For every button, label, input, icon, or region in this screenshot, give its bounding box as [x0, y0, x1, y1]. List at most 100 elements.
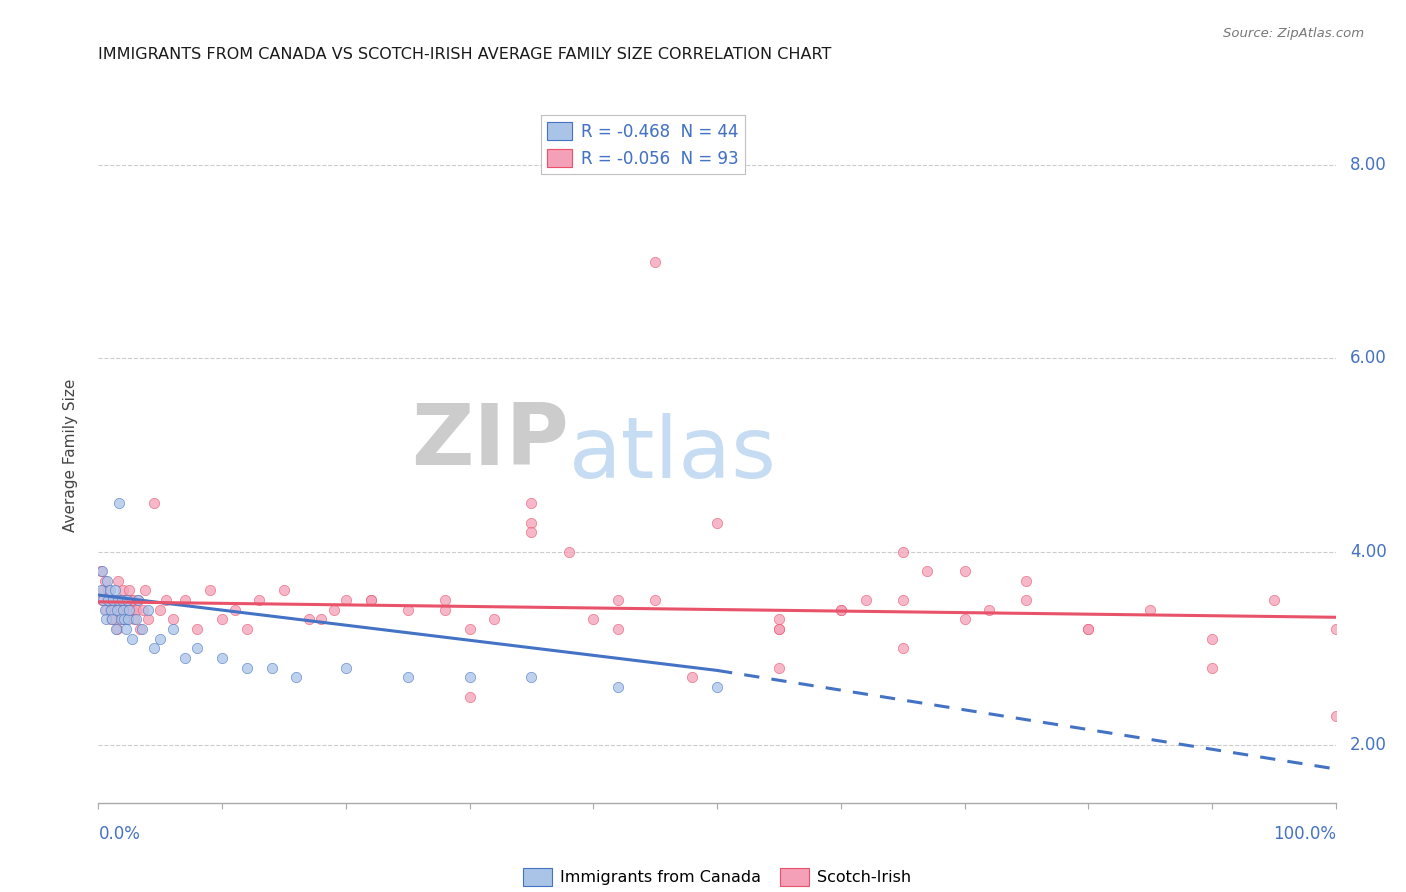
- Point: [335, 660, 357, 674]
- Point: [132, 602, 155, 616]
- Text: atlas: atlas: [568, 413, 776, 497]
- Point: [607, 592, 630, 607]
- Point: [103, 583, 125, 598]
- Point: [107, 574, 129, 588]
- Point: [335, 592, 357, 607]
- Point: [111, 612, 134, 626]
- Point: [607, 622, 630, 636]
- Point: [118, 583, 141, 598]
- Point: [1077, 622, 1099, 636]
- Point: [360, 592, 382, 607]
- Point: [396, 602, 419, 616]
- Point: [607, 680, 630, 694]
- Text: Source: ZipAtlas.com: Source: ZipAtlas.com: [1223, 27, 1364, 40]
- Point: [108, 602, 131, 616]
- Point: [247, 592, 270, 607]
- Point: [104, 622, 127, 636]
- Point: [90, 583, 112, 598]
- Point: [124, 612, 146, 626]
- Point: [91, 564, 114, 578]
- Point: [855, 592, 877, 607]
- Point: [114, 592, 136, 607]
- Point: [105, 602, 128, 616]
- Point: [891, 544, 914, 558]
- Point: [115, 612, 138, 626]
- Point: [110, 592, 132, 607]
- Point: [149, 602, 172, 616]
- Point: [236, 660, 259, 674]
- Point: [1015, 574, 1038, 588]
- Text: 4.00: 4.00: [1350, 542, 1386, 560]
- Point: [1263, 592, 1285, 607]
- Point: [124, 602, 146, 616]
- Point: [127, 592, 149, 607]
- Point: [186, 641, 208, 656]
- Text: IMMIGRANTS FROM CANADA VS SCOTCH-IRISH AVERAGE FAMILY SIZE CORRELATION CHART: IMMIGRANTS FROM CANADA VS SCOTCH-IRISH A…: [98, 47, 832, 62]
- Point: [520, 525, 543, 540]
- Point: [94, 602, 117, 616]
- Point: [309, 612, 332, 626]
- Point: [681, 670, 703, 684]
- Point: [582, 612, 605, 626]
- Point: [97, 592, 120, 607]
- Point: [108, 496, 131, 510]
- Point: [211, 651, 233, 665]
- Point: [174, 651, 197, 665]
- Point: [98, 602, 121, 616]
- Point: [112, 583, 135, 598]
- Point: [93, 592, 115, 607]
- Point: [1324, 622, 1347, 636]
- Point: [458, 690, 481, 704]
- Point: [93, 574, 115, 588]
- Point: [94, 612, 117, 626]
- Point: [115, 592, 138, 607]
- Point: [186, 622, 208, 636]
- Point: [1201, 660, 1223, 674]
- Point: [96, 592, 118, 607]
- Text: 8.00: 8.00: [1350, 156, 1386, 174]
- Point: [768, 622, 790, 636]
- Point: [768, 622, 790, 636]
- Point: [143, 641, 166, 656]
- Point: [118, 602, 141, 616]
- Point: [1077, 622, 1099, 636]
- Point: [120, 592, 142, 607]
- Point: [112, 612, 135, 626]
- Point: [162, 612, 184, 626]
- Text: 2.00: 2.00: [1350, 736, 1386, 754]
- Text: ZIP: ZIP: [411, 400, 568, 483]
- Point: [111, 592, 134, 607]
- Point: [298, 612, 321, 626]
- Point: [97, 583, 120, 598]
- Point: [101, 612, 124, 626]
- Point: [224, 602, 246, 616]
- Point: [112, 602, 135, 616]
- Point: [322, 602, 344, 616]
- Point: [100, 602, 122, 616]
- Point: [90, 564, 112, 578]
- Point: [557, 544, 579, 558]
- Point: [104, 592, 127, 607]
- Point: [236, 622, 259, 636]
- Point: [1324, 708, 1347, 723]
- Point: [127, 592, 149, 607]
- Point: [891, 592, 914, 607]
- Point: [198, 583, 221, 598]
- Text: 6.00: 6.00: [1350, 350, 1386, 368]
- Point: [117, 602, 139, 616]
- Text: 100.0%: 100.0%: [1272, 825, 1336, 843]
- Point: [129, 622, 152, 636]
- Point: [396, 670, 419, 684]
- Point: [979, 602, 1001, 616]
- Point: [103, 592, 125, 607]
- Point: [121, 602, 143, 616]
- Point: [1201, 632, 1223, 646]
- Point: [484, 612, 506, 626]
- Point: [96, 574, 118, 588]
- Point: [458, 622, 481, 636]
- Y-axis label: Average Family Size: Average Family Size: [63, 378, 77, 532]
- Point: [644, 592, 666, 607]
- Point: [121, 632, 143, 646]
- Point: [211, 612, 233, 626]
- Point: [131, 622, 153, 636]
